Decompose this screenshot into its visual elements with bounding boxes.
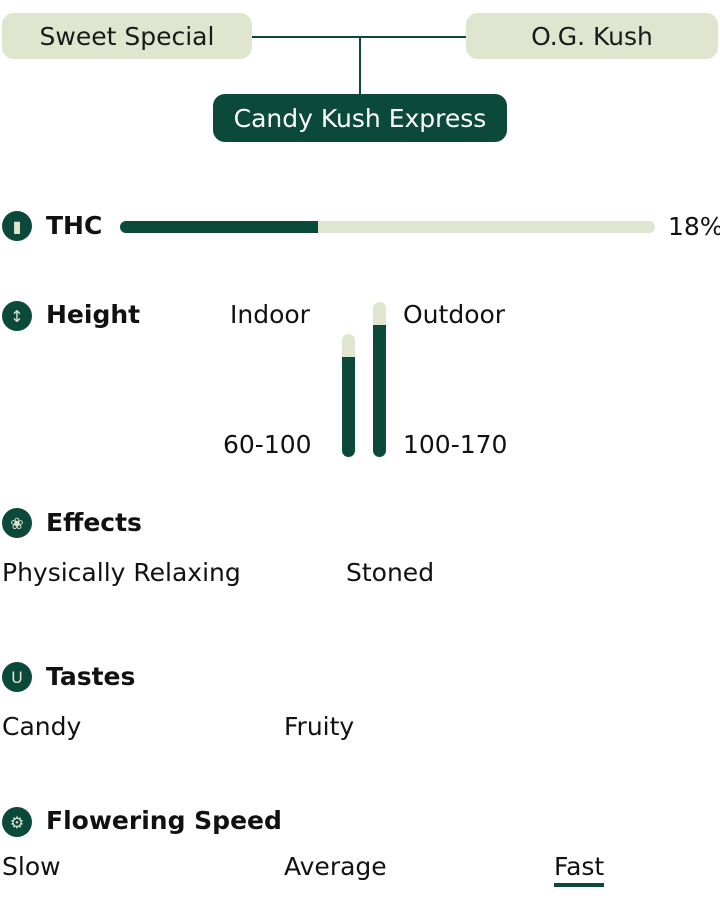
thc-value: 18% — [668, 212, 720, 241]
flowering-label: Flowering Speed — [46, 806, 282, 835]
tongue-icon: U — [2, 662, 32, 692]
outdoor-value: 100-170 — [403, 430, 508, 459]
outdoor-height-bar — [373, 302, 386, 457]
flowering-option-fast-selected: Fast — [554, 852, 605, 887]
lineage-connector-vertical — [359, 36, 361, 94]
up-down-arrow-icon: ↕ — [2, 301, 32, 331]
thc-bar — [120, 221, 655, 233]
effect-item: Stoned — [346, 558, 435, 587]
flowering-option-slow: Slow — [2, 852, 61, 881]
effect-item: Physically Relaxing — [2, 558, 241, 587]
parent-strain-1[interactable]: Sweet Special — [2, 13, 252, 59]
taste-item: Fruity — [284, 712, 355, 741]
effects-label: Effects — [46, 508, 142, 537]
height-label: Height — [46, 300, 141, 329]
indoor-label: Indoor — [230, 300, 310, 329]
parent-strain-2[interactable]: O.G. Kush — [466, 13, 718, 59]
indoor-height-bar — [342, 334, 355, 457]
tastes-label: Tastes — [46, 662, 136, 691]
taste-item: Candy — [2, 712, 82, 741]
clock-gear-icon: ⚙ — [2, 807, 32, 837]
flowering-option-average: Average — [284, 852, 387, 881]
brain-icon: ❀ — [2, 508, 32, 538]
thc-label: THC — [46, 211, 103, 240]
signal-bars-icon: ▮ — [2, 211, 32, 241]
indoor-value: 60-100 — [223, 430, 312, 459]
outdoor-label: Outdoor — [403, 300, 506, 329]
current-strain: Candy Kush Express — [213, 94, 507, 142]
